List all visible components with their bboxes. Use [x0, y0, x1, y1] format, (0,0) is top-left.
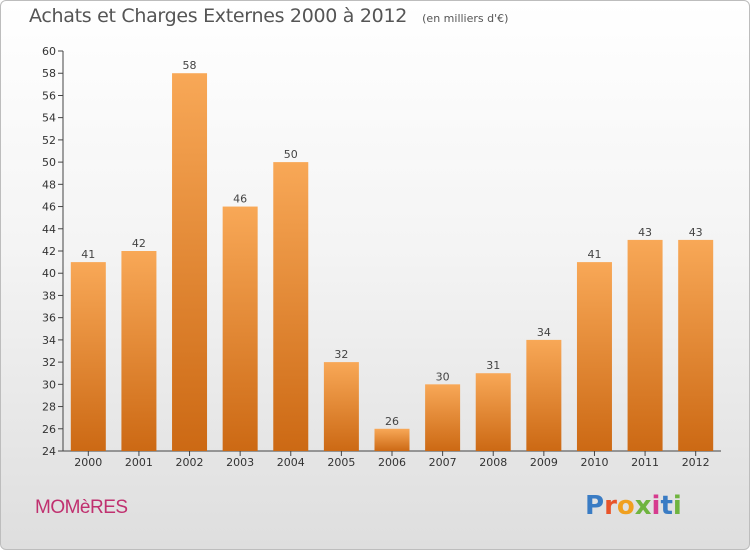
y-tick-label: 38 — [42, 289, 56, 302]
logo-letter: r — [604, 491, 617, 521]
proxiti-logo[interactable]: Proxiti — [585, 491, 682, 521]
x-tick-label: 2010 — [580, 456, 608, 469]
bar-value-label: 58 — [183, 59, 197, 72]
bar-2005 — [323, 362, 359, 451]
x-tick-label: 2008 — [479, 456, 507, 469]
chart-unit: (en milliers d'€) — [422, 12, 509, 25]
y-tick-label: 50 — [42, 156, 56, 169]
x-tick-label: 2007 — [429, 456, 457, 469]
x-tick-label: 2012 — [682, 456, 710, 469]
y-tick-label: 40 — [42, 267, 56, 280]
y-tick-label: 36 — [42, 312, 56, 325]
bar-value-label: 30 — [436, 370, 450, 383]
bar-value-label: 42 — [132, 237, 146, 250]
commune-name: MOMèRES — [35, 497, 128, 518]
bar-value-label: 41 — [587, 248, 601, 261]
bar-2003 — [222, 206, 258, 451]
y-tick-label: 54 — [42, 112, 56, 125]
y-tick-label: 48 — [42, 178, 56, 191]
bar-2012 — [678, 239, 714, 451]
bar-value-label: 46 — [233, 193, 247, 206]
chart-title: Achats et Charges Externes 2000 à 2012 — [29, 5, 408, 27]
bar-2010 — [576, 262, 612, 451]
y-tick-label: 46 — [42, 201, 56, 214]
y-tick-label: 30 — [42, 378, 56, 391]
y-tick-label: 26 — [42, 423, 56, 436]
x-tick-label: 2001 — [125, 456, 153, 469]
x-tick-label: 2006 — [378, 456, 406, 469]
x-tick-label: 2009 — [530, 456, 558, 469]
y-tick-label: 28 — [42, 401, 56, 414]
y-tick-label: 24 — [42, 445, 56, 458]
y-tick-label: 34 — [42, 334, 56, 347]
x-tick-label: 2000 — [74, 456, 102, 469]
chart-title-row: Achats et Charges Externes 2000 à 2012 (… — [29, 5, 508, 27]
bar-2008 — [475, 373, 511, 451]
bar-value-label: 43 — [689, 226, 703, 239]
bar-2011 — [627, 239, 663, 451]
x-tick-label: 2005 — [327, 456, 355, 469]
y-tick-label: 52 — [42, 134, 56, 147]
bar-value-label: 41 — [81, 248, 95, 261]
bar-value-label: 43 — [638, 226, 652, 239]
logo-letter: t — [660, 491, 673, 521]
bar-value-label: 31 — [486, 359, 500, 372]
bar-2000 — [70, 262, 106, 451]
y-tick-label: 42 — [42, 245, 56, 258]
logo-letter: i — [651, 491, 661, 521]
bar-2004 — [273, 162, 309, 451]
logo-letter: P — [585, 491, 605, 521]
logo-letter: i — [672, 491, 682, 521]
bar-value-label: 50 — [284, 148, 298, 161]
logo-letter: x — [634, 491, 652, 521]
y-tick-label: 60 — [42, 45, 56, 58]
y-tick-label: 56 — [42, 89, 56, 102]
bar-value-label: 32 — [334, 348, 348, 361]
y-tick-label: 58 — [42, 67, 56, 80]
y-tick-label: 44 — [42, 223, 56, 236]
x-tick-label: 2011 — [631, 456, 659, 469]
bar-2001 — [121, 251, 157, 451]
bar-2007 — [425, 384, 461, 451]
bar-2006 — [374, 428, 410, 451]
x-tick-label: 2002 — [176, 456, 204, 469]
logo-letter: o — [616, 491, 635, 521]
bar-value-label: 26 — [385, 415, 399, 428]
y-tick-label: 32 — [42, 356, 56, 369]
bar-2002 — [172, 73, 208, 451]
x-tick-label: 2004 — [277, 456, 305, 469]
bar-2009 — [526, 339, 562, 451]
x-tick-label: 2003 — [226, 456, 254, 469]
bar-value-label: 34 — [537, 326, 551, 339]
